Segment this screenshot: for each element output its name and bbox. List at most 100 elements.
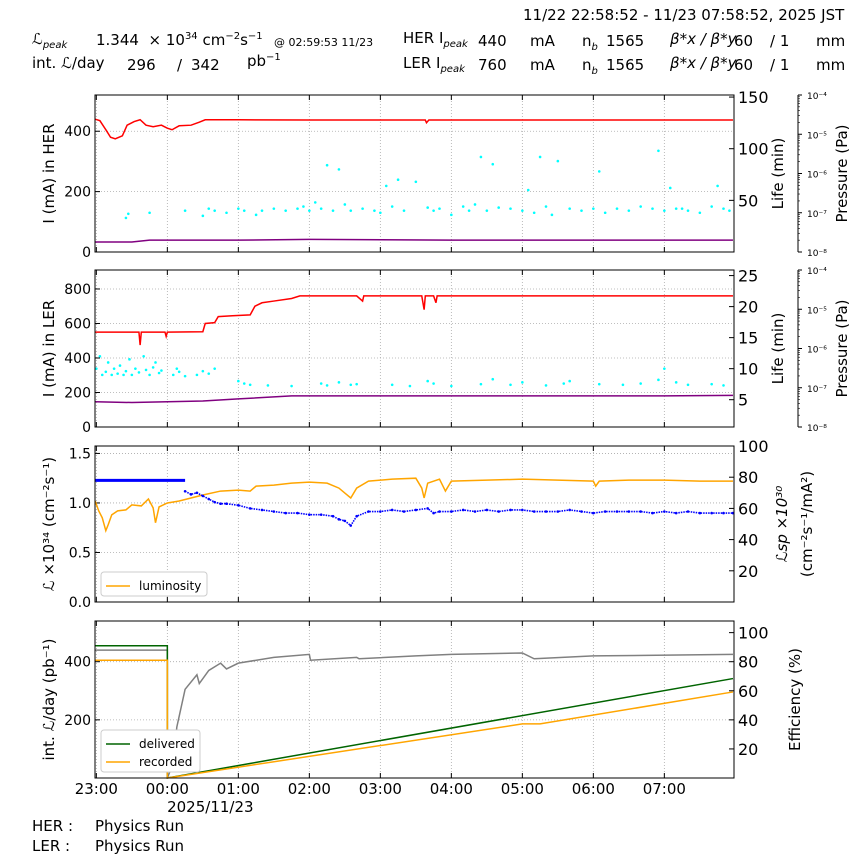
data-point — [242, 382, 246, 385]
data-point — [272, 207, 276, 210]
data-point — [183, 374, 187, 378]
data-point — [550, 213, 554, 217]
data-point — [710, 205, 713, 208]
data-point — [686, 383, 690, 387]
time-range: 11/22 22:58:52 - 11/23 07:58:52, 2025 JS… — [523, 6, 845, 24]
int-lum-unit: pb−1 — [247, 52, 281, 70]
series-line — [94, 477, 733, 534]
her-beta-label: β*x / β*y — [670, 30, 737, 48]
data-point — [491, 377, 495, 381]
data-point — [331, 209, 335, 212]
x-tick-label: 02:00 — [288, 780, 331, 798]
her-beta-x: 60 — [734, 32, 754, 50]
y-tick-label: 1.5 — [69, 446, 91, 462]
legend-label: recorded — [139, 755, 192, 769]
data-point — [657, 378, 660, 382]
data-point — [639, 382, 642, 385]
data-point — [195, 373, 199, 377]
data-point — [686, 209, 690, 212]
ler-beta-label: β*x / β*y — [670, 54, 737, 72]
data-point — [722, 384, 725, 387]
data-point — [414, 180, 418, 184]
right-y-tick-label: 5 — [738, 391, 748, 410]
data-point — [175, 367, 179, 370]
x-tick-label: 06:00 — [572, 780, 615, 798]
data-point — [296, 207, 299, 210]
data-point — [349, 383, 353, 387]
data-point — [110, 373, 114, 377]
data-point — [544, 205, 548, 208]
y-axis-label: ℒ ×10³⁴ (cm⁻²s⁻¹) — [40, 457, 58, 591]
right-y-tick-label: 100 — [738, 624, 769, 643]
x-tick-label: 04:00 — [430, 780, 473, 798]
data-point — [116, 372, 119, 375]
right-y-axis-label: Life (min) — [769, 313, 787, 385]
data-point — [680, 207, 684, 210]
data-point — [302, 205, 305, 208]
y-tick-label: 400 — [64, 655, 91, 671]
data-point — [308, 209, 311, 212]
data-point — [207, 372, 211, 375]
int-lum-sep: / — [177, 56, 183, 74]
data-point — [384, 184, 388, 188]
int-lum-delivered: 342 — [191, 56, 220, 74]
right-y-tick-label: 80 — [738, 653, 758, 672]
data-point — [497, 206, 500, 209]
data-point — [361, 207, 364, 210]
pressure-tick-label: 10⁻⁵ — [807, 131, 827, 141]
data-point — [426, 206, 429, 209]
data-point — [663, 367, 666, 370]
y-tick-label: 200 — [64, 385, 91, 401]
y-tick-label: 800 — [64, 282, 91, 298]
right-y-tick-label: 40 — [738, 531, 758, 550]
her-current: 440 — [478, 32, 507, 50]
x-tick-label: 01:00 — [217, 780, 260, 798]
data-point — [225, 211, 228, 215]
pressure-tick-label: 10⁻⁸ — [807, 249, 827, 259]
ler-status-label: LER : — [32, 837, 71, 855]
y-tick-label: 600 — [64, 316, 91, 332]
data-point — [467, 209, 471, 212]
data-point — [615, 207, 619, 210]
data-point — [148, 373, 151, 377]
data-point — [509, 383, 512, 387]
y-axis-label: I (mA) in LER — [40, 300, 58, 397]
data-point — [98, 354, 102, 358]
data-point — [106, 361, 110, 364]
ler-beta-x: 60 — [734, 56, 754, 74]
data-point — [597, 382, 601, 386]
right-y-tick-label: 25 — [738, 267, 758, 286]
data-point — [396, 178, 400, 181]
data-point — [568, 207, 571, 210]
y-tick-label: 0 — [82, 245, 91, 261]
her-nb: 1565 — [606, 32, 645, 50]
right-y-tick-label: 20 — [738, 740, 758, 759]
right-y-tick-label: 60 — [738, 499, 758, 518]
pressure-tick-label: 10⁻⁵ — [807, 306, 827, 316]
data-point — [122, 373, 125, 377]
plot-frame — [94, 269, 735, 428]
data-point — [112, 367, 116, 370]
data-point — [568, 379, 571, 383]
ler-beta-y: / 1 — [770, 56, 790, 74]
data-point — [450, 384, 453, 388]
ler-nb: 1565 — [606, 56, 645, 74]
data-point — [290, 384, 293, 388]
pressure-tick-label: 10⁻⁴ — [807, 267, 827, 277]
data-point — [728, 209, 731, 212]
data-point — [151, 366, 155, 369]
data-point — [160, 369, 163, 372]
data-point — [485, 209, 489, 212]
data-point — [337, 381, 341, 384]
data-point — [118, 364, 122, 367]
data-point — [674, 207, 678, 210]
data-point — [627, 209, 631, 212]
panel-2: 0 200 400 600 800 5 10 15 20 25 I (mA) in LER Life … — [40, 267, 851, 436]
plot-frame — [94, 620, 735, 779]
her-label: HER Ipeak — [403, 29, 468, 50]
pressure-tick-label: 10⁻⁶ — [807, 346, 827, 356]
right-y-tick-label: 20 — [738, 298, 758, 317]
data-point — [248, 383, 252, 387]
data-point — [432, 209, 435, 212]
data-point — [237, 379, 240, 383]
